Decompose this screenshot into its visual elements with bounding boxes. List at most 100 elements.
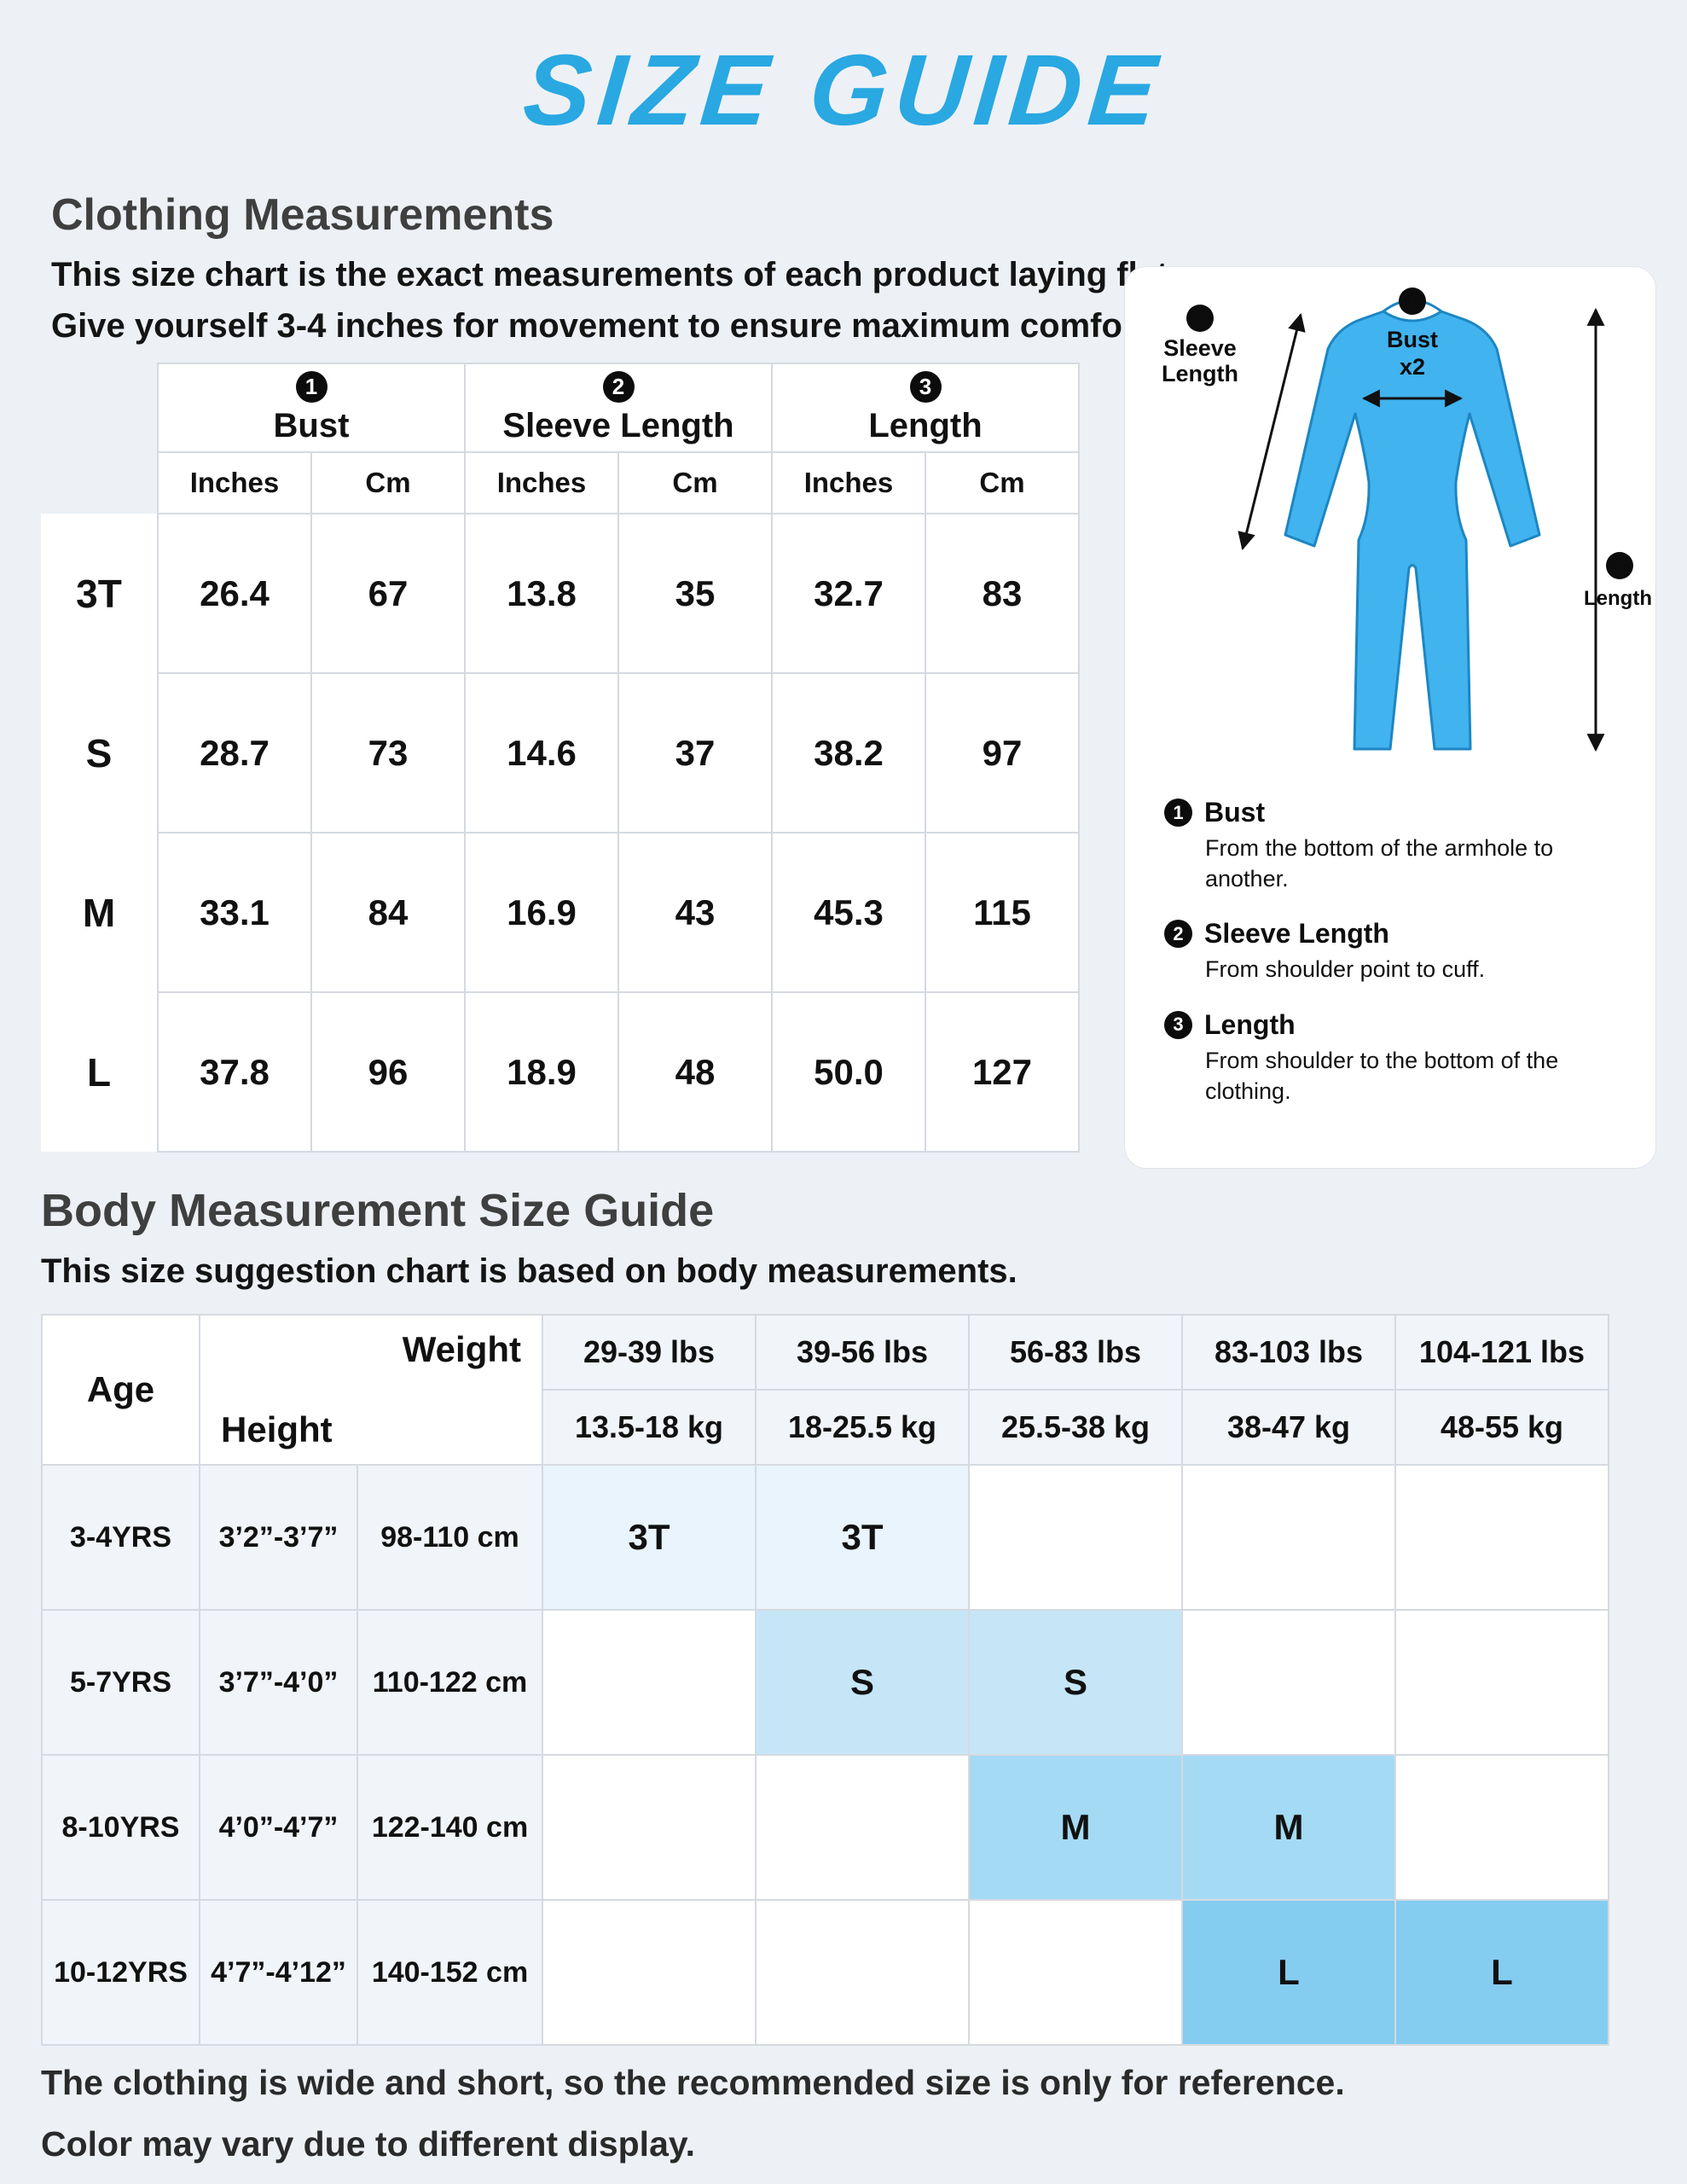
- measurement-value: 14.6: [464, 672, 619, 834]
- description-line: This size chart is the exact measurement…: [51, 256, 1178, 293]
- height-range-cm: 140-152 cm: [357, 1899, 543, 2046]
- sleeve-badge-number: 2: [1195, 309, 1205, 330]
- table-corner-blank: [41, 363, 158, 452]
- column-group-label: Sleeve Length: [502, 406, 734, 444]
- measurement-value: 67: [310, 513, 466, 674]
- recommended-size-cell: [968, 1899, 1183, 2046]
- recommended-size-cell: [542, 1609, 757, 1756]
- table-row: S 28.7 73 14.6 37 38.2 97: [41, 672, 1080, 834]
- unit-header: Cm: [310, 451, 466, 514]
- height-header-label: Height: [221, 1409, 333, 1449]
- legend-title: Length: [1204, 1008, 1296, 1040]
- recommended-size-cell: [542, 1899, 757, 2046]
- table-row: M 33.1 84 16.9 43 45.3 115: [41, 832, 1080, 993]
- number-badge-circle: [1186, 305, 1214, 332]
- color-note: Color may vary due to different display.: [41, 2124, 696, 2164]
- size-label-s: S: [41, 673, 158, 833]
- table-unit-header-row: Inches Cm Inches Cm Inches Cm: [41, 451, 1080, 514]
- recommended-size-cell: [968, 1464, 1183, 1611]
- clothing-measurements-table: 1 Bust 2 Sleeve Length 3 Length Inches C…: [41, 363, 1080, 1153]
- measurement-value: 50.0: [771, 991, 926, 1153]
- weight-kg-header: 13.5-18 kg: [542, 1389, 757, 1466]
- reference-note: The clothing is wide and short, so the r…: [41, 2063, 1345, 2102]
- sleeve-diagram-label: Length: [1162, 361, 1238, 386]
- page-title: SIZE GUIDE: [519, 34, 1168, 147]
- table-row: 5-7YRS 3’7”-4’0” 110-122 cm S S: [41, 1609, 1609, 1756]
- table-row: L 37.8 96 18.9 48 50.0 127: [41, 991, 1080, 1153]
- recommended-size-cell: [1394, 1754, 1609, 1901]
- weight-header-label: Weight: [402, 1329, 521, 1369]
- recommended-size-cell: [1181, 1609, 1396, 1756]
- measurement-value: 73: [310, 672, 466, 834]
- recommended-size-cell: S: [968, 1609, 1183, 1756]
- weight-lbs-header: 104-121 lbs: [1394, 1314, 1609, 1391]
- legend-description: From shoulder point to cuff.: [1205, 956, 1486, 983]
- unit-header: Inches: [464, 451, 619, 514]
- measurement-value: 37.8: [157, 991, 312, 1153]
- measurement-value: 83: [925, 513, 1080, 674]
- table-row: 3T 26.4 67 13.8 35 32.7 83: [41, 513, 1080, 674]
- legend-item-bust: 1 Bust From the bottom of the armhole to…: [1164, 797, 1616, 894]
- measurement-value: 43: [617, 832, 773, 993]
- measurement-value: 13.8: [464, 513, 619, 674]
- body-measurement-table: Age Weight Height 29-39 lbs 39-56 lbs 56…: [41, 1314, 1609, 2046]
- measurement-value: 84: [310, 832, 466, 993]
- description-line: Give yourself 3-4 inches for movement to…: [51, 307, 1157, 345]
- sleeve-length-arrow: [1238, 312, 1306, 551]
- size-label-l: L: [41, 992, 158, 1152]
- recommended-size-cell: M: [1181, 1754, 1396, 1901]
- legend-title: Sleeve Length: [1204, 918, 1389, 950]
- weight-lbs-header: 29-39 lbs: [542, 1314, 757, 1391]
- measurement-value: 45.3: [771, 832, 926, 993]
- age-range: 5-7YRS: [41, 1609, 200, 1756]
- recommended-size-cell: 3T: [755, 1464, 970, 1611]
- table-row: 3-4YRS 3’2”-3’7” 98-110 cm 3T 3T: [41, 1464, 1609, 1611]
- table-row: 10-12YRS 4’7”-4’12” 140-152 cm L L: [41, 1899, 1609, 2046]
- measurement-value: 127: [925, 991, 1080, 1153]
- bust-diagram-label: Bust: [1387, 327, 1438, 352]
- recommended-size-cell: [1394, 1609, 1609, 1756]
- height-range-ft: 3’2”-3’7”: [199, 1464, 358, 1611]
- measurement-value: 32.7: [771, 513, 926, 674]
- bust-badge-number: 1: [1407, 292, 1417, 313]
- table-group-header-row: 1 Bust 2 Sleeve Length 3 Length: [41, 363, 1080, 453]
- table-header-row: 13.5-18 kg 18-25.5 kg 25.5-38 kg 38-47 k…: [42, 1389, 1609, 1466]
- height-range-cm: 110-122 cm: [357, 1609, 543, 1756]
- bust-multiplier-label: x2: [1400, 354, 1425, 380]
- body-measurement-description: This size suggestion chart is based on b…: [41, 1252, 1017, 1290]
- length-diagram-label: Length: [1584, 587, 1652, 610]
- measurement-diagram-card: 1 Bust x2 2 Sleeve Length 3 Length 1 Bus…: [1124, 266, 1656, 1169]
- recommended-size-cell: L: [1181, 1899, 1396, 2046]
- clothing-measurements-heading: Clothing Measurements: [51, 190, 554, 240]
- legend-description: From the bottom of the armhole to anothe…: [1205, 835, 1554, 892]
- weight-lbs-header: 39-56 lbs: [755, 1314, 970, 1391]
- table-header-row: Age Weight Height 29-39 lbs 39-56 lbs 56…: [41, 1314, 1609, 1466]
- measurement-legend: 1 Bust From the bottom of the armhole to…: [1125, 793, 1655, 1107]
- column-group-label: Length: [868, 406, 983, 444]
- age-range: 8-10YRS: [41, 1754, 200, 1901]
- height-range-ft: 4’0”-4’7”: [199, 1754, 358, 1901]
- measurement-value: 28.7: [157, 672, 312, 834]
- number-badge: 1: [295, 370, 328, 403]
- column-group-bust: 1 Bust: [157, 363, 466, 453]
- weight-kg-header: 25.5-38 kg: [968, 1389, 1183, 1466]
- height-range-cm: 98-110 cm: [357, 1464, 543, 1611]
- unit-header: Cm: [925, 451, 1080, 514]
- column-group-length: 3 Length: [771, 363, 1080, 453]
- legend-item-length: 3 Length From shoulder to the bottom of …: [1164, 1009, 1616, 1107]
- legend-title: Bust: [1204, 797, 1266, 828]
- size-label-3t: 3T: [41, 514, 158, 673]
- age-range: 10-12YRS: [41, 1899, 200, 2046]
- number-badge-circle: [1399, 288, 1426, 315]
- recommended-size-cell: S: [755, 1609, 970, 1756]
- unit-header: Inches: [771, 451, 926, 514]
- body-measurement-heading: Body Measurement Size Guide: [41, 1185, 715, 1236]
- measurement-value: 18.9: [464, 991, 619, 1153]
- number-badge: 3: [1164, 1010, 1192, 1039]
- number-badge-circle: [1606, 552, 1633, 579]
- age-range: 3-4YRS: [41, 1464, 200, 1611]
- measurement-value: 96: [310, 991, 466, 1153]
- recommended-size-cell: [755, 1899, 970, 2046]
- recommended-size-cell: [1394, 1464, 1609, 1611]
- recommended-size-cell: [1181, 1464, 1396, 1611]
